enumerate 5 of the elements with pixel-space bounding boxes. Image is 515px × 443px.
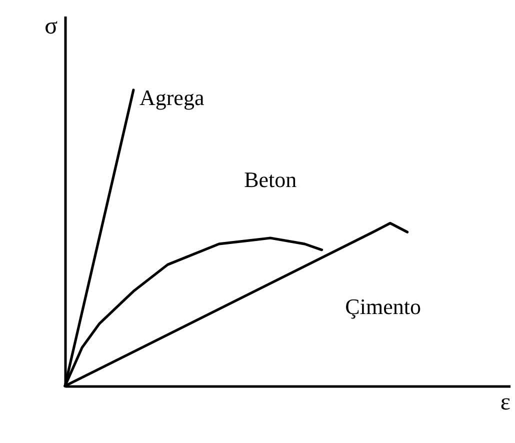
series-label: Agrega (139, 85, 204, 110)
y-axis-title: σ (44, 14, 58, 40)
x-axis-title: ε (500, 390, 510, 416)
series-label: Çimento (345, 294, 421, 320)
text: Beton (244, 167, 297, 192)
